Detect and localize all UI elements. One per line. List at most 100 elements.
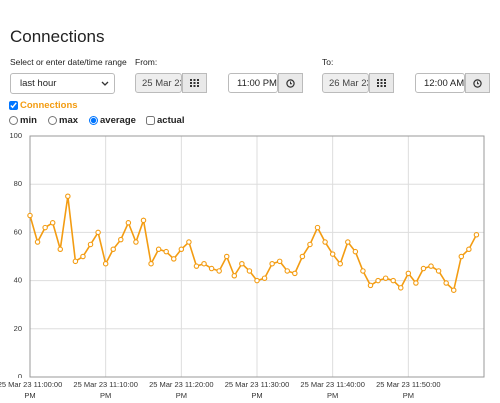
data-point: [239, 260, 245, 267]
data-point: [216, 268, 222, 274]
data-point: [110, 246, 116, 253]
data-point: [382, 275, 389, 281]
aggregate-option[interactable]: min: [9, 115, 37, 126]
data-point: [329, 251, 336, 257]
range-value: last hour: [20, 78, 57, 89]
data-point: [208, 265, 215, 272]
aggregate-radio[interactable]: [89, 116, 98, 125]
from-time[interactable]: 11:00 PM: [228, 73, 278, 93]
range-label: Select or enter date/time range: [10, 57, 127, 67]
data-point: [405, 270, 412, 277]
y-tick-label: 80: [14, 179, 22, 188]
data-point: [398, 285, 404, 291]
aggregate-label: min: [20, 115, 37, 126]
data-point: [140, 217, 147, 224]
data-point: [443, 280, 449, 286]
data-point: [34, 239, 41, 245]
from-calendar-button[interactable]: [182, 73, 207, 93]
data-point: [186, 239, 192, 245]
data-point: [171, 256, 177, 262]
data-point: [95, 229, 101, 236]
x-tick-label: 25 Mar 23 11:00:00 PM: [0, 380, 63, 400]
y-tick-label: 40: [14, 276, 22, 285]
plot-border: [29, 135, 485, 378]
data-point: [420, 265, 427, 272]
data-point: [118, 236, 124, 243]
data-point: [163, 248, 169, 255]
clock-icon: [286, 78, 295, 88]
to-date[interactable]: 26 Mar 23: [322, 73, 369, 93]
data-point: [413, 280, 419, 286]
data-point: [276, 258, 283, 265]
data-point: [367, 282, 374, 289]
data-point: [435, 268, 442, 274]
actual-toggle[interactable]: actual: [146, 115, 184, 126]
data-point: [254, 277, 260, 284]
y-tick-label: 20: [14, 324, 22, 333]
data-point: [87, 241, 94, 248]
x-tick-label: 25 Mar 23 11:10:00 PM: [73, 380, 138, 400]
y-tick-label: 0: [18, 372, 22, 378]
data-point: [345, 239, 351, 245]
data-point: [72, 258, 79, 265]
data-point: [65, 193, 71, 200]
data-point: [390, 277, 396, 284]
aggregate-radio[interactable]: [48, 116, 57, 125]
data-point: [155, 246, 162, 253]
data-point: [337, 260, 343, 267]
x-tick-label: 25 Mar 23 11:50:00 PM: [376, 380, 441, 400]
data-point: [375, 277, 381, 284]
legend-label: Connections: [20, 100, 78, 111]
x-tick-label: 25 Mar 23 11:40:00 PM: [300, 380, 365, 400]
data-point: [269, 260, 275, 267]
data-point: [133, 239, 139, 245]
aggregate-option[interactable]: average: [89, 115, 136, 126]
to-label: To:: [322, 57, 334, 67]
aggregate-label: max: [59, 115, 79, 126]
data-point: [80, 253, 86, 260]
actual-label: actual: [157, 115, 185, 126]
data-point: [223, 253, 230, 260]
data-point: [27, 212, 33, 219]
data-point: [307, 241, 313, 248]
data-point: [292, 270, 298, 277]
x-tick-label: 25 Mar 23 11:20:00 PM: [149, 380, 214, 400]
data-point: [466, 246, 472, 253]
to-clock-button[interactable]: [465, 73, 490, 93]
data-point: [322, 239, 328, 245]
range-select[interactable]: last hour: [10, 73, 115, 94]
data-point: [42, 224, 48, 231]
data-point: [352, 248, 359, 255]
from-date[interactable]: 25 Mar 23: [135, 73, 182, 93]
series-toggle[interactable]: Connections: [9, 100, 78, 111]
aggregate-label: average: [100, 115, 136, 126]
data-point: [102, 260, 109, 267]
data-point: [428, 263, 434, 269]
data-point: [360, 268, 366, 274]
data-point: [178, 246, 185, 253]
data-point: [201, 260, 207, 267]
x-tick-label: 25 Mar 23 11:30:00 PM: [224, 380, 290, 400]
data-point: [125, 220, 132, 226]
select-arrow: [101, 81, 109, 86]
from-clock-button[interactable]: [278, 73, 303, 93]
calendar-icon: [377, 79, 386, 87]
page-title: Connections: [10, 27, 105, 46]
data-point: [193, 263, 200, 269]
from-label: From:: [135, 57, 158, 67]
series-checkbox[interactable]: [9, 101, 18, 110]
to-calendar-button[interactable]: [369, 73, 394, 93]
chart: 0 20 40 60 80 100: [9, 131, 485, 378]
data-point: [284, 268, 291, 274]
data-point: [299, 253, 306, 260]
actual-checkbox[interactable]: [146, 116, 155, 125]
data-point: [450, 287, 457, 293]
calendar-icon: [190, 79, 199, 87]
aggregate-option[interactable]: max: [48, 115, 78, 126]
data-point: [458, 253, 465, 260]
data-point: [246, 268, 253, 274]
y-tick-label: 60: [14, 227, 22, 236]
to-time[interactable]: 12:00 AM: [415, 73, 465, 93]
aggregate-radio[interactable]: [9, 116, 18, 125]
